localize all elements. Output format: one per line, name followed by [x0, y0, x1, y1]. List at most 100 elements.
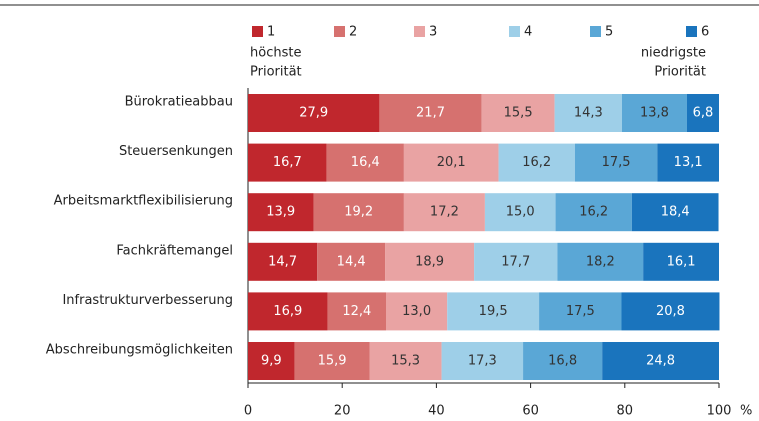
value-label: 17,5	[602, 155, 631, 170]
value-label: 27,9	[299, 106, 328, 121]
bar-segment	[379, 94, 482, 132]
value-label: 19,2	[344, 205, 373, 220]
value-label: 15,9	[318, 354, 347, 369]
value-label: 16,4	[351, 155, 380, 170]
bar-segment	[631, 193, 719, 232]
value-label: 18,4	[661, 205, 690, 220]
value-label: 13,0	[402, 304, 431, 319]
value-label: 16,9	[273, 304, 302, 319]
value-label: 17,2	[430, 205, 459, 220]
value-label: 15,5	[504, 106, 533, 121]
bar-segment	[294, 342, 370, 380]
bar-segment	[369, 342, 442, 380]
category-label: Abschreibungsmöglichkeiten	[46, 343, 233, 358]
bar-segment	[248, 143, 327, 182]
value-label: 24,8	[646, 354, 675, 369]
bar-segment	[474, 242, 558, 281]
bar-segment	[602, 342, 719, 380]
value-label: 19,5	[479, 304, 508, 319]
legend-label: 6	[701, 25, 709, 40]
value-label: 14,3	[574, 106, 603, 121]
legend-label: 2	[349, 25, 357, 40]
value-label: 16,1	[667, 254, 696, 269]
category-label: Fachkräftemangel	[116, 243, 233, 258]
bar-segment	[557, 242, 644, 281]
x-tick-label: 60	[522, 404, 539, 419]
bar-segment	[386, 292, 448, 331]
category-label: Infrastrukturverbesserung	[62, 293, 233, 308]
legend-label: 3	[429, 25, 437, 40]
bar-segment	[447, 292, 540, 331]
bar-segment	[498, 143, 575, 182]
bar-segment	[484, 193, 556, 232]
legend-swatch	[252, 26, 263, 37]
legend-swatch	[509, 26, 520, 37]
bar-segment	[385, 242, 475, 281]
bar-segment	[248, 193, 314, 232]
bar-segment	[441, 342, 524, 380]
category-label: Bürokratieabbau	[125, 95, 233, 110]
x-tick-label: 80	[617, 404, 634, 419]
legend-note: Priorität	[654, 65, 706, 80]
bar-segment	[326, 143, 404, 182]
value-label: 17,7	[501, 254, 530, 269]
value-label: 14,4	[337, 254, 366, 269]
value-label: 13,8	[640, 106, 669, 121]
bar-segment	[403, 193, 485, 232]
x-tick-label: 20	[334, 404, 351, 419]
value-label: 14,7	[268, 254, 297, 269]
legend-note: höchste	[250, 46, 301, 61]
bar-segment	[481, 94, 555, 132]
bar-segment	[248, 94, 380, 132]
value-label: 16,8	[548, 354, 577, 369]
bar-segment	[574, 143, 658, 182]
value-label: 16,7	[273, 155, 302, 170]
bar-segment	[621, 94, 687, 132]
bar-segment	[523, 342, 603, 380]
bar-segment	[643, 242, 719, 281]
value-label: 20,1	[437, 155, 466, 170]
bar-segment	[539, 292, 622, 331]
bar-segment	[317, 242, 386, 281]
value-label: 9,9	[261, 354, 282, 369]
bar-segment	[403, 143, 499, 182]
category-label: Arbeitsmarktflexibilisierung	[54, 194, 233, 209]
bar-segment	[248, 292, 328, 331]
value-label: 18,9	[415, 254, 444, 269]
bar-segment	[313, 193, 404, 232]
bar-segment	[555, 193, 632, 232]
value-label: 6,8	[693, 106, 714, 121]
value-label: 17,3	[468, 354, 497, 369]
value-label: 21,7	[416, 106, 445, 121]
legend-label: 1	[267, 25, 275, 40]
legend-label: 5	[605, 25, 613, 40]
bar-segment	[621, 292, 720, 331]
bar-segment	[327, 292, 387, 331]
x-tick-label: 0	[244, 404, 252, 419]
value-label: 13,9	[266, 205, 295, 220]
value-label: 18,2	[586, 254, 615, 269]
value-label: 20,8	[656, 304, 685, 319]
value-label: 17,5	[566, 304, 595, 319]
legend-note: Priorität	[250, 65, 302, 80]
legend-swatch	[414, 26, 425, 37]
legend-swatch	[590, 26, 601, 37]
bar-segment	[248, 242, 318, 281]
legend-swatch	[334, 26, 345, 37]
value-label: 13,1	[674, 155, 703, 170]
bar-segment	[554, 94, 622, 132]
value-label: 12,4	[342, 304, 371, 319]
category-label: Steuersenkungen	[119, 144, 233, 159]
bar-segment	[686, 94, 719, 132]
legend-swatch	[686, 26, 697, 37]
value-label: 16,2	[522, 155, 551, 170]
value-label: 16,2	[579, 205, 608, 220]
bar-segment	[657, 143, 719, 182]
x-tick-label: 100	[707, 404, 732, 419]
x-unit: %	[740, 404, 752, 419]
legend-note: niedrigste	[641, 46, 706, 61]
value-label: 15,0	[506, 205, 535, 220]
bar-segment	[248, 342, 295, 380]
legend-label: 4	[524, 25, 532, 40]
